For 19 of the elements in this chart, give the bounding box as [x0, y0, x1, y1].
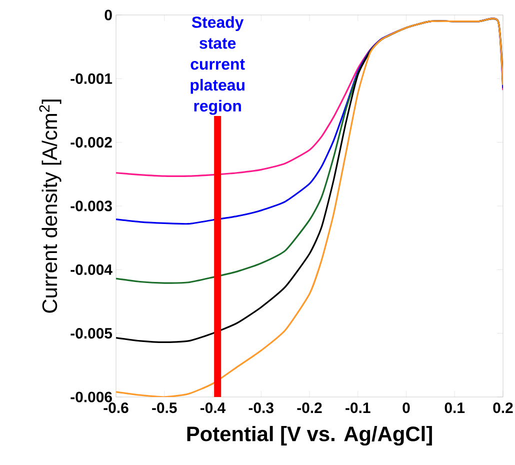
- x-tick-label: -0.6: [104, 402, 128, 414]
- x-tick-label: 0.1: [444, 402, 465, 414]
- y-tick-label: -0.004: [70, 264, 112, 275]
- y-tick-label: -0.001: [70, 73, 112, 84]
- x-axis-title: Potential [V vs. Ag/AgCl]: [187, 426, 432, 446]
- y-tick-label: 0: [104, 10, 112, 20]
- ref-line-label: Steady state current plateau region: [190, 16, 245, 115]
- x-tick-label: -0.2: [297, 402, 322, 414]
- y-tick-label: -0.002: [70, 137, 112, 148]
- x-tick-label: -0.4: [200, 402, 226, 414]
- x-tick-label: -0.3: [248, 402, 274, 414]
- x-tick-label: 0: [402, 402, 410, 414]
- y-axis-title: Current density [A/cm$^{2}$]: [39, 100, 62, 313]
- x-tick-label: -0.5: [152, 402, 177, 414]
- x-tick-label: 0.2: [493, 402, 513, 414]
- y-tick-label: -0.006: [70, 392, 112, 402]
- x-tick-label: -0.1: [346, 402, 370, 414]
- y-tick-label: -0.005: [70, 328, 112, 339]
- y-tick-label: -0.003: [70, 200, 112, 212]
